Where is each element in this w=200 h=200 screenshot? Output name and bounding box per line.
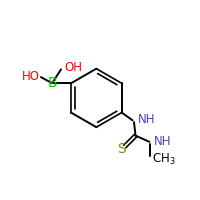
- Text: CH$_3$: CH$_3$: [152, 152, 176, 167]
- Text: S: S: [118, 142, 126, 156]
- Text: NH: NH: [138, 113, 155, 126]
- Text: OH: OH: [65, 61, 83, 74]
- Text: B: B: [48, 76, 57, 90]
- Text: NH: NH: [154, 135, 172, 148]
- Text: HO: HO: [22, 70, 40, 83]
